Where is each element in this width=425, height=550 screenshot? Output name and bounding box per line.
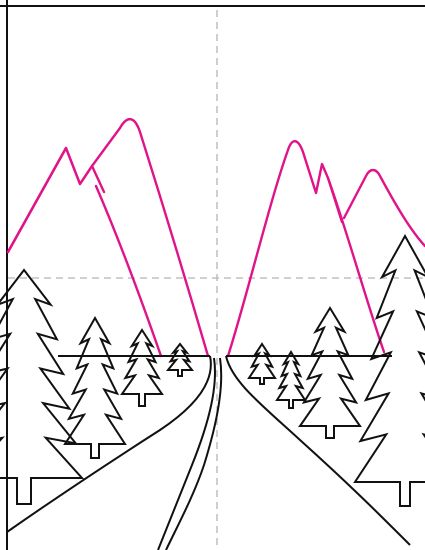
mountain-right-tall xyxy=(226,140,344,358)
mountain-right-slope xyxy=(326,176,386,354)
mountain-left-inner-slope xyxy=(94,184,163,358)
pine-trees xyxy=(0,233,425,507)
pine-tree-left-large xyxy=(63,315,127,459)
road-center-line-right xyxy=(165,357,223,550)
pine-tree-center-medium xyxy=(275,350,307,409)
mountain-right-far xyxy=(342,168,425,248)
road-edge-right xyxy=(225,355,411,546)
pine-tree-left-edge xyxy=(0,268,85,505)
pine-tree-center-small xyxy=(247,342,277,385)
pine-tree-right-medium xyxy=(298,306,362,439)
road-center-line-left xyxy=(157,357,217,550)
pine-tree-right-edge xyxy=(353,233,425,507)
pine-tree-left-small xyxy=(165,342,195,377)
road-edge-left xyxy=(6,355,212,533)
road xyxy=(6,355,411,550)
guide-lines xyxy=(8,10,425,550)
pine-tree-left-medium xyxy=(120,328,164,407)
mountains xyxy=(6,117,425,358)
mountain-left-tall xyxy=(6,117,210,358)
